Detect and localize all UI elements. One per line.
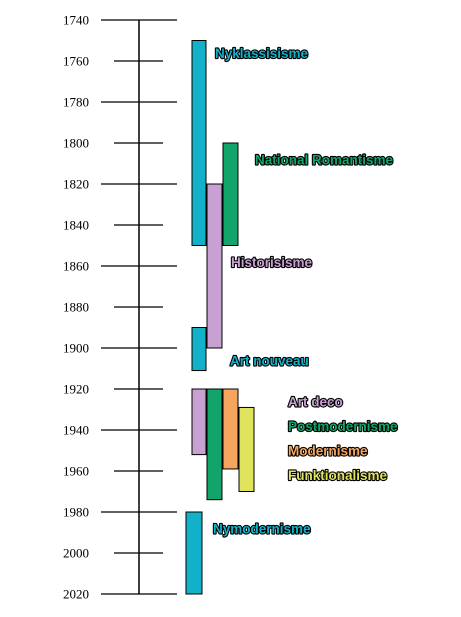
tick-label: 1820 xyxy=(63,177,89,192)
tick-label: 1760 xyxy=(63,54,89,69)
tick-label: 1980 xyxy=(63,505,89,520)
bar-national-romantisme xyxy=(223,143,238,246)
label-art-deco: Art deco xyxy=(288,394,343,409)
bar-postmodernisme xyxy=(207,389,222,500)
bar-art-nouveau xyxy=(192,328,206,371)
label-nymodernisme: Nymodernisme xyxy=(213,521,311,536)
bar-nyklassisisme xyxy=(192,41,206,246)
bar-art-deco xyxy=(192,389,206,455)
label-nyklassisisme: Nyklassisisme xyxy=(215,46,309,61)
style-bars xyxy=(186,41,254,595)
tick-label: 1920 xyxy=(63,382,89,397)
bar-modernisme xyxy=(223,389,238,469)
tick-label: 1900 xyxy=(63,341,89,356)
tick-label: 2000 xyxy=(63,546,89,561)
tick-label: 1800 xyxy=(63,136,89,151)
tick-label: 1940 xyxy=(63,423,89,438)
bar-historisisme xyxy=(207,184,222,348)
tick-label: 1780 xyxy=(63,95,89,110)
label-funktionalisme: Funktionalisme xyxy=(288,468,388,483)
label-national-romantisme: National Romantisme xyxy=(255,152,394,167)
label-art-nouveau: Art nouveau xyxy=(230,353,309,368)
label-postmodernisme: Postmodernisme xyxy=(288,419,398,434)
tick-label: 1880 xyxy=(63,300,89,315)
year-axis: 1740 1760 1780 1800 1820 1840 1860 1880 1900 1920… xyxy=(63,13,177,602)
tick-label: 1740 xyxy=(63,13,89,28)
label-modernisme: Modernisme xyxy=(288,444,368,459)
bar-nymodernisme xyxy=(186,512,202,594)
label-historisisme: Historisisme xyxy=(231,255,313,270)
tick-label: 1840 xyxy=(63,218,89,233)
tick-label: 1860 xyxy=(63,259,89,274)
tick-label: 2020 xyxy=(63,587,89,602)
bar-funktionalisme xyxy=(239,407,254,491)
tick-label: 1960 xyxy=(63,464,89,479)
